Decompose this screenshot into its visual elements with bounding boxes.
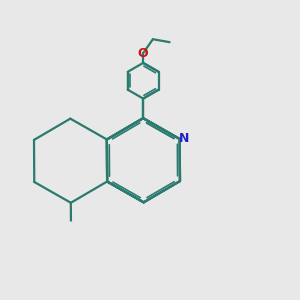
Text: N: N xyxy=(179,132,189,145)
Text: O: O xyxy=(138,46,148,60)
